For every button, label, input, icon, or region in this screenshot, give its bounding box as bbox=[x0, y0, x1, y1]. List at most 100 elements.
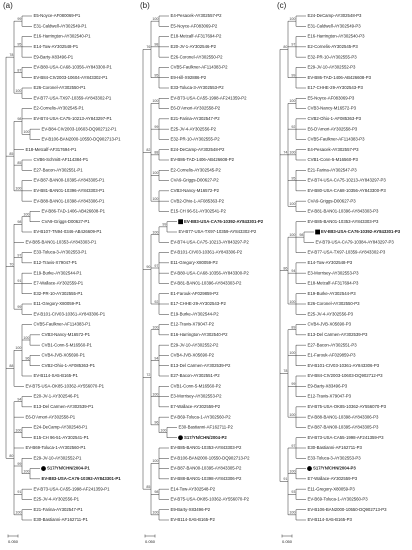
leaf-label: EV-B101-CIV03-10361-AY843306-P2 bbox=[171, 250, 243, 255]
scale-label: 0.050 bbox=[282, 539, 293, 544]
leaf-label: EV-B83-USA-CA76-10392-AY843301-P1 bbox=[42, 476, 122, 481]
leaf-label: EV-B88-BAN01-10398-AY843306-P1 bbox=[34, 198, 105, 203]
bootstrap-value: 94 bbox=[154, 356, 158, 360]
bootstrap-value: 80 bbox=[9, 454, 13, 458]
leaf-label: CVA9-Griggs-D00627-P3 bbox=[308, 198, 357, 203]
leaf-label: EV-B74-USA-CA75-10213-AY843297-P3 bbox=[308, 178, 387, 183]
leaf-label: E14-Tow-AY302548-P2 bbox=[171, 486, 216, 491]
leaf-label: EV-B85-BAN01-10353-AY843303-P1 bbox=[26, 239, 97, 244]
leaf-label: E5-Noyce-AF083069-P3 bbox=[308, 95, 355, 100]
panel-label: (b) bbox=[140, 1, 150, 10]
bootstrap-value: 100 bbox=[23, 212, 29, 216]
leaf-label: EV-B106-BAN2000-10550-DQ902713-P1 bbox=[42, 137, 122, 142]
bootstrap-value: 100 bbox=[15, 187, 21, 191]
bootstrap-value: 88 bbox=[9, 364, 13, 368]
leaf-label: E13-Del Carmen-AY302539-P3 bbox=[308, 332, 368, 337]
leaf-label: CVB2-Ohio-1-AF085363-P3 bbox=[308, 116, 362, 121]
leaf-label: E18-Metcalf-AF317694-P1 bbox=[26, 147, 77, 152]
leaf-label: EV-B77-USA-TX97-10359-AY843302-P3 bbox=[308, 250, 386, 255]
leaf-label: E12-Travis-X79047-P2 bbox=[171, 322, 215, 327]
bootstrap-value: 97 bbox=[291, 444, 295, 448]
leaf-label: CVB1-Conn-5-M16560-P1 bbox=[42, 342, 93, 347]
leaf-label: EV-B107-TN94-0346-AB426609-P1 bbox=[34, 229, 103, 234]
leaf-label: EV-B85-BAN01-10353-AY843303-P3 bbox=[308, 219, 379, 224]
leaf-label: EV-B86-TAD-1406-AB426608-P2 bbox=[171, 157, 235, 162]
leaf-label: E3-Morrisey-AY302553-P2 bbox=[171, 394, 223, 399]
leaf-label: CVB5-Faulkner-AF114383-P3 bbox=[308, 137, 366, 142]
leaf-label: E19-Burke-AY302544-P3 bbox=[308, 291, 357, 296]
leaf-label: CVB4-JVB-X05690-P2 bbox=[171, 353, 215, 358]
bootstrap-value: 82 bbox=[146, 148, 150, 152]
leaf-label: EV-B81-BAN01-10396-AY843303-P1 bbox=[34, 188, 105, 193]
leaf-label: E11-Gregory-X80059-P1 bbox=[34, 301, 82, 306]
leaf-label: E7-Wallace-AY302559-P3 bbox=[308, 476, 358, 481]
bootstrap-value: 88 bbox=[154, 151, 158, 155]
bootstrap-value: 76 bbox=[146, 45, 150, 49]
leaf-label: EV-B114-SA5-B165-P2 bbox=[171, 517, 216, 522]
leaf-label: EV-B75-USA-OK85-10362-AY556070-P3 bbox=[308, 404, 387, 409]
leaf-label: EV-B74-USA-CA75-10213-AY843297-P1 bbox=[34, 116, 113, 121]
leaf-label: EV-B69-Toluca-1-AY302560-P2 bbox=[171, 414, 232, 419]
leaf-label: E12-Travis-X79047-P3 bbox=[308, 394, 352, 399]
leaf-label: E14-Tow-AY302548-P1 bbox=[34, 44, 79, 49]
leaf-label: E16-Harrington-AY302540-P2 bbox=[171, 332, 229, 337]
scale-label: 0.050 bbox=[145, 539, 156, 544]
bootstrap-value: 92 bbox=[291, 125, 295, 129]
bootstrap-value: 95 bbox=[291, 176, 295, 180]
leaf-label: E5-Noyce-AF083069-P2 bbox=[171, 23, 218, 28]
bootstrap-value: 100 bbox=[152, 99, 158, 103]
bootstrap-value: 100 bbox=[289, 151, 295, 155]
leaf-label: EV-B86-TAD-1406-AB426608-P3 bbox=[308, 75, 372, 80]
leaf-label: EV-B80-USA-CA68-10356-AY843300-P3 bbox=[308, 188, 387, 193]
leaf-label: CVB3-Nancy-M16572-P2 bbox=[171, 188, 220, 193]
bootstrap-value: 97 bbox=[17, 253, 21, 257]
scale-label: 0.050 bbox=[8, 539, 19, 544]
bootstrap-value: 100 bbox=[289, 99, 295, 103]
leaf-label: E2-Cornelis-AY302545-P2 bbox=[171, 167, 222, 172]
marker-circle bbox=[41, 466, 46, 471]
leaf-label: E7-Wallace-AY302559-P1 bbox=[34, 281, 84, 286]
leaf-label: E29-JV-10-AY302552-P2 bbox=[171, 342, 220, 347]
bootstrap-value: 100 bbox=[23, 130, 29, 134]
leaf-label: E2-Cornelis-AY302545-P3 bbox=[308, 44, 359, 49]
bootstrap-value: 99 bbox=[17, 17, 21, 21]
bootstrap-value: 100 bbox=[289, 469, 295, 473]
bootstrap-value: 97 bbox=[154, 264, 158, 268]
bootstrap-value: 100 bbox=[152, 230, 158, 234]
leaf-label: CVB3-Nancy-M16572-P3 bbox=[308, 106, 357, 111]
bootstrap-value: 100 bbox=[160, 428, 166, 432]
bootstrap-value: 100 bbox=[152, 197, 158, 201]
bootstrap-value: 98 bbox=[299, 233, 303, 237]
leaf-label: E25-JV-4-AY302556-P1 bbox=[34, 497, 80, 502]
bootstrap-value: 87 bbox=[17, 68, 21, 72]
bootstrap-value: 100 bbox=[15, 89, 21, 93]
leaf-label: E24-DeCamp-AY302548-P3 bbox=[308, 13, 363, 18]
leaf-label: EV-B75-USA-OK85-10362-AY556070-P1 bbox=[26, 383, 105, 388]
leaf-label: CVA9-Griggs-D00627-P2 bbox=[171, 178, 220, 183]
leaf-label: EV-B75-USA-OK85-10362-AY556070-P2 bbox=[171, 497, 250, 502]
leaf-label: CVB1-Conn-5-M16560-P2 bbox=[171, 383, 222, 388]
bootstrap-value: 98 bbox=[154, 43, 158, 47]
leaf-label: CVB5-Faulkner-AF114383-P2 bbox=[171, 65, 229, 70]
leaf-label: EV-B73-USA-CA55-1998-AF241359-P2 bbox=[171, 95, 248, 100]
leaf-label: E5-Noyce-AF080069-P1 bbox=[34, 13, 81, 18]
leaf-label: E6-D'Amori-AY302558-P2 bbox=[171, 106, 221, 111]
leaf-label: EV-B101-CIV03-10361-AY843306-P1 bbox=[34, 311, 106, 316]
leaf-label: E33-Toluca-3-AY302553-P3 bbox=[308, 455, 362, 460]
bootstrap-value: 78 bbox=[9, 53, 13, 57]
leaf-label: CVB4-JVB-X05690-P3 bbox=[308, 322, 352, 327]
bootstrap-value: 96 bbox=[25, 356, 29, 360]
bootstrap-value: 100 bbox=[23, 469, 29, 473]
leaf-label: S17/YN/CHN/2004-P2 bbox=[184, 435, 227, 440]
leaf-label: EV-B87-BAN00-10395-AY843305-P2 bbox=[171, 466, 242, 471]
leaf-label: CVB5-Faulkner-AF114383-P1 bbox=[34, 322, 92, 327]
bootstrap-value: 99 bbox=[17, 462, 21, 466]
leaf-label: CVB3-Nancy-M16572-P1 bbox=[42, 332, 91, 337]
leaf-label: CVB2-Ohio-1-AF085363-P1 bbox=[42, 363, 96, 368]
leaf-label: EV-B80-USA-CA68-10356-AY843300-P2 bbox=[171, 270, 250, 275]
bootstrap-value: 100 bbox=[289, 351, 295, 355]
bootstrap-value: 91 bbox=[283, 477, 287, 481]
leaf-label: E21-Farina-AY302547-P3 bbox=[308, 167, 358, 172]
leaf-label: CVB2-Ohio-1-AF085363-P2 bbox=[171, 198, 225, 203]
